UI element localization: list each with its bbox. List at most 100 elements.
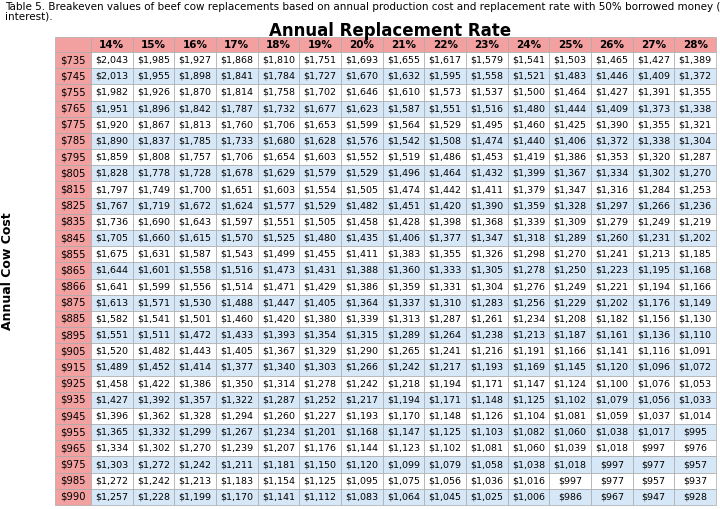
Bar <box>549 489 591 505</box>
Text: $825: $825 <box>60 201 86 211</box>
Bar <box>466 278 508 295</box>
Bar <box>258 392 300 408</box>
Bar <box>55 327 91 343</box>
Text: $1,018: $1,018 <box>554 460 587 469</box>
Bar <box>508 343 549 359</box>
Text: $1,359: $1,359 <box>387 282 420 291</box>
Text: $1,264: $1,264 <box>428 331 462 340</box>
Text: $1,482: $1,482 <box>346 201 378 210</box>
Bar <box>508 133 549 149</box>
Bar <box>174 327 216 343</box>
Bar <box>424 230 466 246</box>
Bar <box>508 165 549 181</box>
Text: $1,419: $1,419 <box>512 153 545 162</box>
Text: $1,728: $1,728 <box>179 169 212 178</box>
Bar <box>633 424 675 440</box>
Bar <box>174 133 216 149</box>
Text: $1,985: $1,985 <box>137 55 170 65</box>
Text: $1,386: $1,386 <box>179 379 212 388</box>
Text: $1,314: $1,314 <box>262 379 295 388</box>
Bar <box>466 246 508 262</box>
Bar <box>424 37 466 52</box>
Text: $1,207: $1,207 <box>262 444 295 453</box>
Bar <box>633 68 675 84</box>
Bar <box>591 165 633 181</box>
Bar <box>424 327 466 343</box>
Text: $1,017: $1,017 <box>637 428 670 437</box>
Bar <box>549 165 591 181</box>
Bar <box>508 473 549 489</box>
Text: $1,257: $1,257 <box>95 492 128 501</box>
Bar <box>258 311 300 327</box>
Text: $1,144: $1,144 <box>346 444 378 453</box>
Text: $1,898: $1,898 <box>179 72 212 81</box>
Text: 18%: 18% <box>266 40 291 49</box>
Text: $1,870: $1,870 <box>179 88 212 97</box>
Bar <box>258 214 300 230</box>
Text: $1,837: $1,837 <box>137 136 170 146</box>
Bar <box>216 424 258 440</box>
Text: $1,680: $1,680 <box>262 136 295 146</box>
Bar <box>55 408 91 424</box>
Text: $1,392: $1,392 <box>137 395 170 404</box>
Bar <box>258 295 300 311</box>
Text: $1,442: $1,442 <box>428 185 462 194</box>
Text: $1,379: $1,379 <box>512 185 545 194</box>
Bar <box>508 408 549 424</box>
Text: $1,176: $1,176 <box>304 444 337 453</box>
Bar <box>549 327 591 343</box>
Text: $986: $986 <box>558 492 582 501</box>
Bar <box>174 295 216 311</box>
Bar <box>508 457 549 473</box>
Bar <box>466 359 508 376</box>
Text: $1,242: $1,242 <box>137 476 170 485</box>
Text: $1,170: $1,170 <box>387 411 420 420</box>
Bar <box>300 84 341 101</box>
Bar <box>675 392 716 408</box>
Bar <box>55 214 91 230</box>
Text: $1,272: $1,272 <box>137 460 170 469</box>
Text: $1,302: $1,302 <box>137 444 170 453</box>
Bar <box>216 37 258 52</box>
Text: $1,290: $1,290 <box>346 347 378 356</box>
Bar <box>466 262 508 278</box>
Bar <box>508 101 549 117</box>
Bar <box>258 408 300 424</box>
Bar <box>55 133 91 149</box>
Bar <box>341 52 382 68</box>
Bar <box>132 327 174 343</box>
Text: $1,511: $1,511 <box>137 331 170 340</box>
Text: $1,367: $1,367 <box>262 347 295 356</box>
Text: $1,767: $1,767 <box>95 201 128 210</box>
Bar <box>216 117 258 133</box>
Text: $1,182: $1,182 <box>595 315 629 323</box>
Bar <box>55 165 91 181</box>
Text: $1,920: $1,920 <box>95 120 128 129</box>
Bar <box>91 117 132 133</box>
Text: $1,389: $1,389 <box>679 55 712 65</box>
Text: $1,056: $1,056 <box>637 395 670 404</box>
Bar <box>382 408 424 424</box>
Bar <box>132 457 174 473</box>
Bar <box>55 392 91 408</box>
Text: $997: $997 <box>600 460 624 469</box>
Bar <box>132 117 174 133</box>
Text: $1,501: $1,501 <box>179 315 212 323</box>
Text: $1,700: $1,700 <box>179 185 212 194</box>
Text: 20%: 20% <box>349 40 374 49</box>
Bar <box>382 165 424 181</box>
Bar <box>549 52 591 68</box>
Bar <box>508 262 549 278</box>
Bar <box>591 408 633 424</box>
Text: $995: $995 <box>683 428 707 437</box>
Bar <box>675 101 716 117</box>
Bar <box>216 359 258 376</box>
Text: $1,331: $1,331 <box>428 282 462 291</box>
Text: $1,287: $1,287 <box>679 153 711 162</box>
Bar <box>174 424 216 440</box>
Bar <box>300 214 341 230</box>
Text: $1,690: $1,690 <box>137 217 170 227</box>
Bar <box>591 181 633 197</box>
Bar <box>216 376 258 392</box>
Text: $1,075: $1,075 <box>387 476 420 485</box>
